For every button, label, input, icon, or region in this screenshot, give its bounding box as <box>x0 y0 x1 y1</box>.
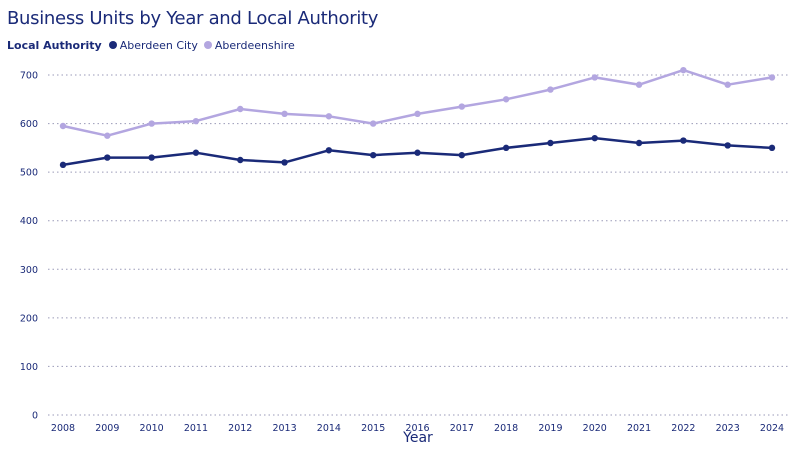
legend: Local Authority Aberdeen City Aberdeensh… <box>7 37 301 53</box>
series-line-aberdeenshire[interactable] <box>62 68 773 137</box>
legend-item-aberdeen-city[interactable]: Aberdeen City <box>108 38 198 52</box>
data-point-aberdeen-city[interactable] <box>192 149 200 156</box>
y-tick-label: 100 <box>20 362 38 373</box>
data-point-aberdeen-city[interactable] <box>414 149 421 156</box>
data-point-aberdeen-city[interactable] <box>502 144 510 152</box>
data-point-aberdeenshire[interactable] <box>680 66 687 74</box>
x-tick-label: 2011 <box>184 423 208 434</box>
data-point-aberdeen-city[interactable] <box>547 139 554 147</box>
y-axis: 0 100 200 300 400 500 600 700 <box>20 71 38 422</box>
legend-label-aberdeenshire: Aberdeenshire <box>214 38 295 52</box>
data-point-aberdeenshire[interactable] <box>768 74 776 81</box>
x-tick-label: 2013 <box>272 423 296 434</box>
x-tick-label: 2010 <box>140 423 164 434</box>
data-point-aberdeenshire[interactable] <box>547 86 554 93</box>
x-axis: 2008 2009 2010 2011 2012 2013 2014 2015 2016 2017… <box>51 423 784 434</box>
x-tick-label: 2016 <box>405 423 429 434</box>
legend-marker-aberdeen-city <box>108 41 117 49</box>
data-point-aberdeenshire[interactable] <box>502 96 510 103</box>
y-tick-label: 0 <box>32 411 38 422</box>
data-point-aberdeen-city[interactable] <box>148 154 155 161</box>
legend-item-aberdeenshire[interactable]: Aberdeenshire <box>203 38 295 52</box>
data-point-aberdeenshire[interactable] <box>192 117 200 125</box>
data-point-aberdeen-city[interactable] <box>458 151 466 159</box>
data-point-aberdeen-city[interactable] <box>768 144 776 152</box>
chart-title: Business Units by Year and Local Authori… <box>7 8 379 29</box>
data-point-aberdeenshire[interactable] <box>148 120 155 127</box>
x-tick-label: 2019 <box>538 423 562 434</box>
data-point-aberdeenshire[interactable] <box>104 132 111 139</box>
data-point-aberdeenshire[interactable] <box>724 81 731 88</box>
data-point-aberdeenshire[interactable] <box>237 105 244 113</box>
x-tick-label: 2020 <box>583 423 607 434</box>
legend-marker-aberdeenshire <box>203 41 212 49</box>
y-tick-label: 500 <box>20 168 38 179</box>
data-point-aberdeenshire[interactable] <box>59 122 67 130</box>
data-point-aberdeen-city[interactable] <box>680 137 687 144</box>
data-point-aberdeenshire[interactable] <box>635 81 643 88</box>
data-point-aberdeen-city[interactable] <box>281 159 288 166</box>
data-point-aberdeenshire[interactable] <box>369 120 377 127</box>
data-point-aberdeen-city[interactable] <box>591 134 598 142</box>
x-tick-label: 2008 <box>51 423 75 434</box>
y-tick-label: 200 <box>20 313 38 324</box>
data-point-aberdeenshire[interactable] <box>325 113 333 120</box>
x-tick-label: 2022 <box>671 423 695 434</box>
legend-label-aberdeen-city: Aberdeen City <box>119 38 198 52</box>
y-tick-label: 400 <box>20 216 38 227</box>
data-point-aberdeen-city[interactable] <box>635 139 643 147</box>
x-tick-label: 2017 <box>450 423 474 434</box>
gridlines <box>48 74 790 416</box>
x-tick-label: 2014 <box>317 423 341 434</box>
data-point-aberdeen-city[interactable] <box>369 151 377 159</box>
y-tick-label: 600 <box>20 119 38 130</box>
data-point-aberdeenshire[interactable] <box>281 110 288 118</box>
x-tick-label: 2021 <box>627 423 651 434</box>
x-tick-label: 2024 <box>760 423 784 434</box>
data-point-aberdeen-city[interactable] <box>237 156 244 164</box>
y-tick-label: 700 <box>20 71 38 82</box>
data-point-aberdeen-city[interactable] <box>104 154 111 161</box>
x-tick-label: 2015 <box>361 423 385 434</box>
x-tick-label: 2012 <box>228 423 252 434</box>
data-point-aberdeen-city[interactable] <box>325 147 333 154</box>
data-point-aberdeenshire[interactable] <box>591 74 598 81</box>
x-tick-label: 2023 <box>716 423 740 434</box>
y-tick-label: 300 <box>20 265 38 276</box>
x-tick-label: 2009 <box>95 423 119 434</box>
legend-title: Local Authority <box>7 38 102 52</box>
x-axis-title: Year <box>402 430 433 446</box>
data-point-aberdeen-city[interactable] <box>724 142 731 149</box>
series-points <box>59 66 776 169</box>
x-tick-label: 2018 <box>494 423 518 434</box>
data-point-aberdeenshire[interactable] <box>414 110 421 118</box>
data-point-aberdeenshire[interactable] <box>458 103 466 110</box>
data-point-aberdeen-city[interactable] <box>59 161 67 169</box>
